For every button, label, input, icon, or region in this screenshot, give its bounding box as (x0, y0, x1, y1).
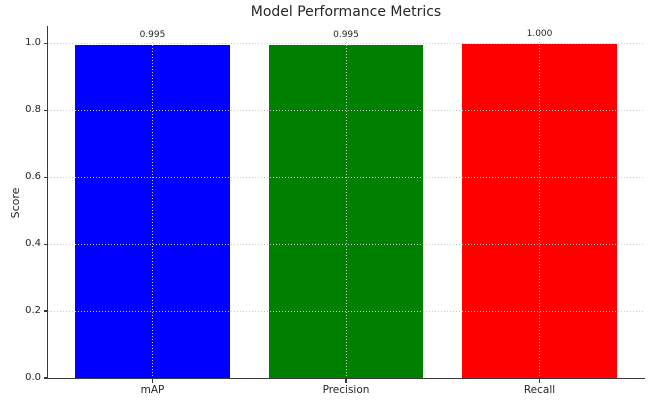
x-tick-label: Recall (523, 384, 556, 396)
y-tick (43, 243, 48, 246)
y-tick (43, 176, 48, 179)
x-tick-label: mAP (140, 384, 165, 396)
bar-value-label: 1.000 (526, 28, 553, 39)
x-tick-label: Precision (322, 384, 370, 396)
y-tick (43, 310, 48, 312)
bar-value-label: 0.995 (333, 30, 359, 41)
y-tick (43, 42, 48, 45)
x-tick (345, 379, 347, 383)
bar-value-label: 0.995 (139, 30, 166, 41)
y-tick-label: 0.4 (25, 237, 41, 249)
y-tick (43, 109, 48, 112)
y-tick (43, 377, 48, 379)
x-tick (151, 379, 154, 383)
y-tick-label: 1.0 (25, 37, 41, 49)
chart-title: Model Performance Metrics (250, 4, 442, 20)
x-gridline (345, 27, 347, 378)
y-tick-label: 0.0 (25, 371, 41, 383)
y-tick-label: 0.2 (25, 304, 41, 316)
x-tick (538, 379, 541, 383)
x-gridline (539, 27, 540, 378)
y-tick-label: 0.6 (25, 170, 41, 182)
x-gridline (151, 27, 153, 378)
y-tick-label: 0.8 (25, 104, 41, 116)
